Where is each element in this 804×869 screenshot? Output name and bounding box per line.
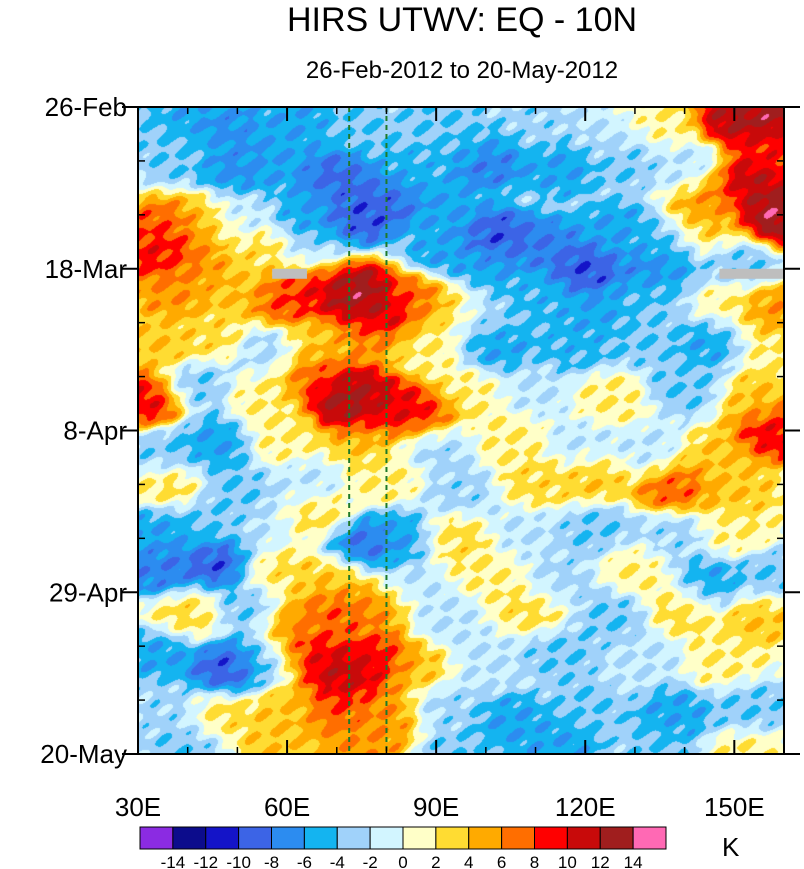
colorbar-label: -14	[161, 853, 186, 869]
colorbar-swatch	[599, 826, 634, 850]
y-tick-label: 29-Apr	[49, 577, 127, 607]
colorbar-swatch	[369, 826, 404, 850]
colorbar-swatch	[468, 826, 503, 850]
y-tick-label: 20-May	[40, 739, 127, 769]
colorbar-unit-label: K	[722, 832, 740, 862]
x-tick-label: 60E	[264, 792, 310, 822]
colorbar-label: 2	[431, 853, 440, 869]
x-tick-label: 150E	[704, 792, 765, 822]
plot-area	[138, 107, 784, 754]
y-tick-label: 18-Mar	[45, 254, 128, 284]
colorbar-swatch	[435, 826, 470, 850]
y-tick-label: 8-Apr	[63, 416, 127, 446]
x-tick-label: 90E	[413, 792, 459, 822]
missing-data-block	[719, 268, 784, 279]
colorbar: -14 -12 -10 -8 -6 -4 -2 0 2 4 6 8 10 12 14	[139, 826, 667, 869]
colorbar-swatch	[632, 826, 667, 850]
colorbar-swatch	[566, 826, 601, 850]
colorbar-label: -6	[297, 853, 312, 869]
colorbar-label: 4	[464, 853, 473, 869]
colorbar-label: -10	[226, 853, 251, 869]
colorbar-swatch	[336, 826, 371, 850]
colorbar-swatch	[139, 826, 174, 850]
colorbar-label: 12	[591, 853, 610, 869]
chart-subtitle: 26-Feb-2012 to 20-May-2012	[306, 57, 618, 84]
colorbar-swatch	[172, 826, 207, 850]
colorbar-swatch	[534, 826, 568, 850]
axes: 30E 60E 90E 120E 150E 26-Feb 18-Mar 8-Apr 29-Apr…	[40, 92, 800, 822]
colorbar-swatch	[303, 826, 338, 850]
missing-data-layer	[272, 268, 784, 279]
heatmap-field	[138, 107, 784, 754]
colorbar-label: -8	[264, 853, 279, 869]
colorbar-label: 10	[558, 853, 577, 869]
colorbar-label: 6	[497, 853, 506, 869]
chart-title: HIRS UTWV: EQ - 10N	[287, 1, 637, 39]
colorbar-swatch	[238, 826, 272, 850]
colorbar-label: 14	[624, 853, 643, 869]
colorbar-swatch	[402, 826, 437, 850]
colorbar-swatch	[271, 826, 305, 850]
colorbar-label: 8	[530, 853, 539, 869]
x-tick-label: 30E	[115, 792, 161, 822]
missing-data-block	[272, 268, 307, 279]
colorbar-label: -2	[363, 853, 378, 869]
x-tick-label: 120E	[555, 792, 616, 822]
colorbar-label: 0	[398, 853, 407, 869]
colorbar-label: -4	[330, 853, 345, 869]
colorbar-swatch	[501, 826, 535, 850]
colorbar-label: -12	[193, 853, 218, 869]
colorbar-swatch	[205, 826, 240, 850]
y-tick-label: 26-Feb	[45, 92, 127, 122]
